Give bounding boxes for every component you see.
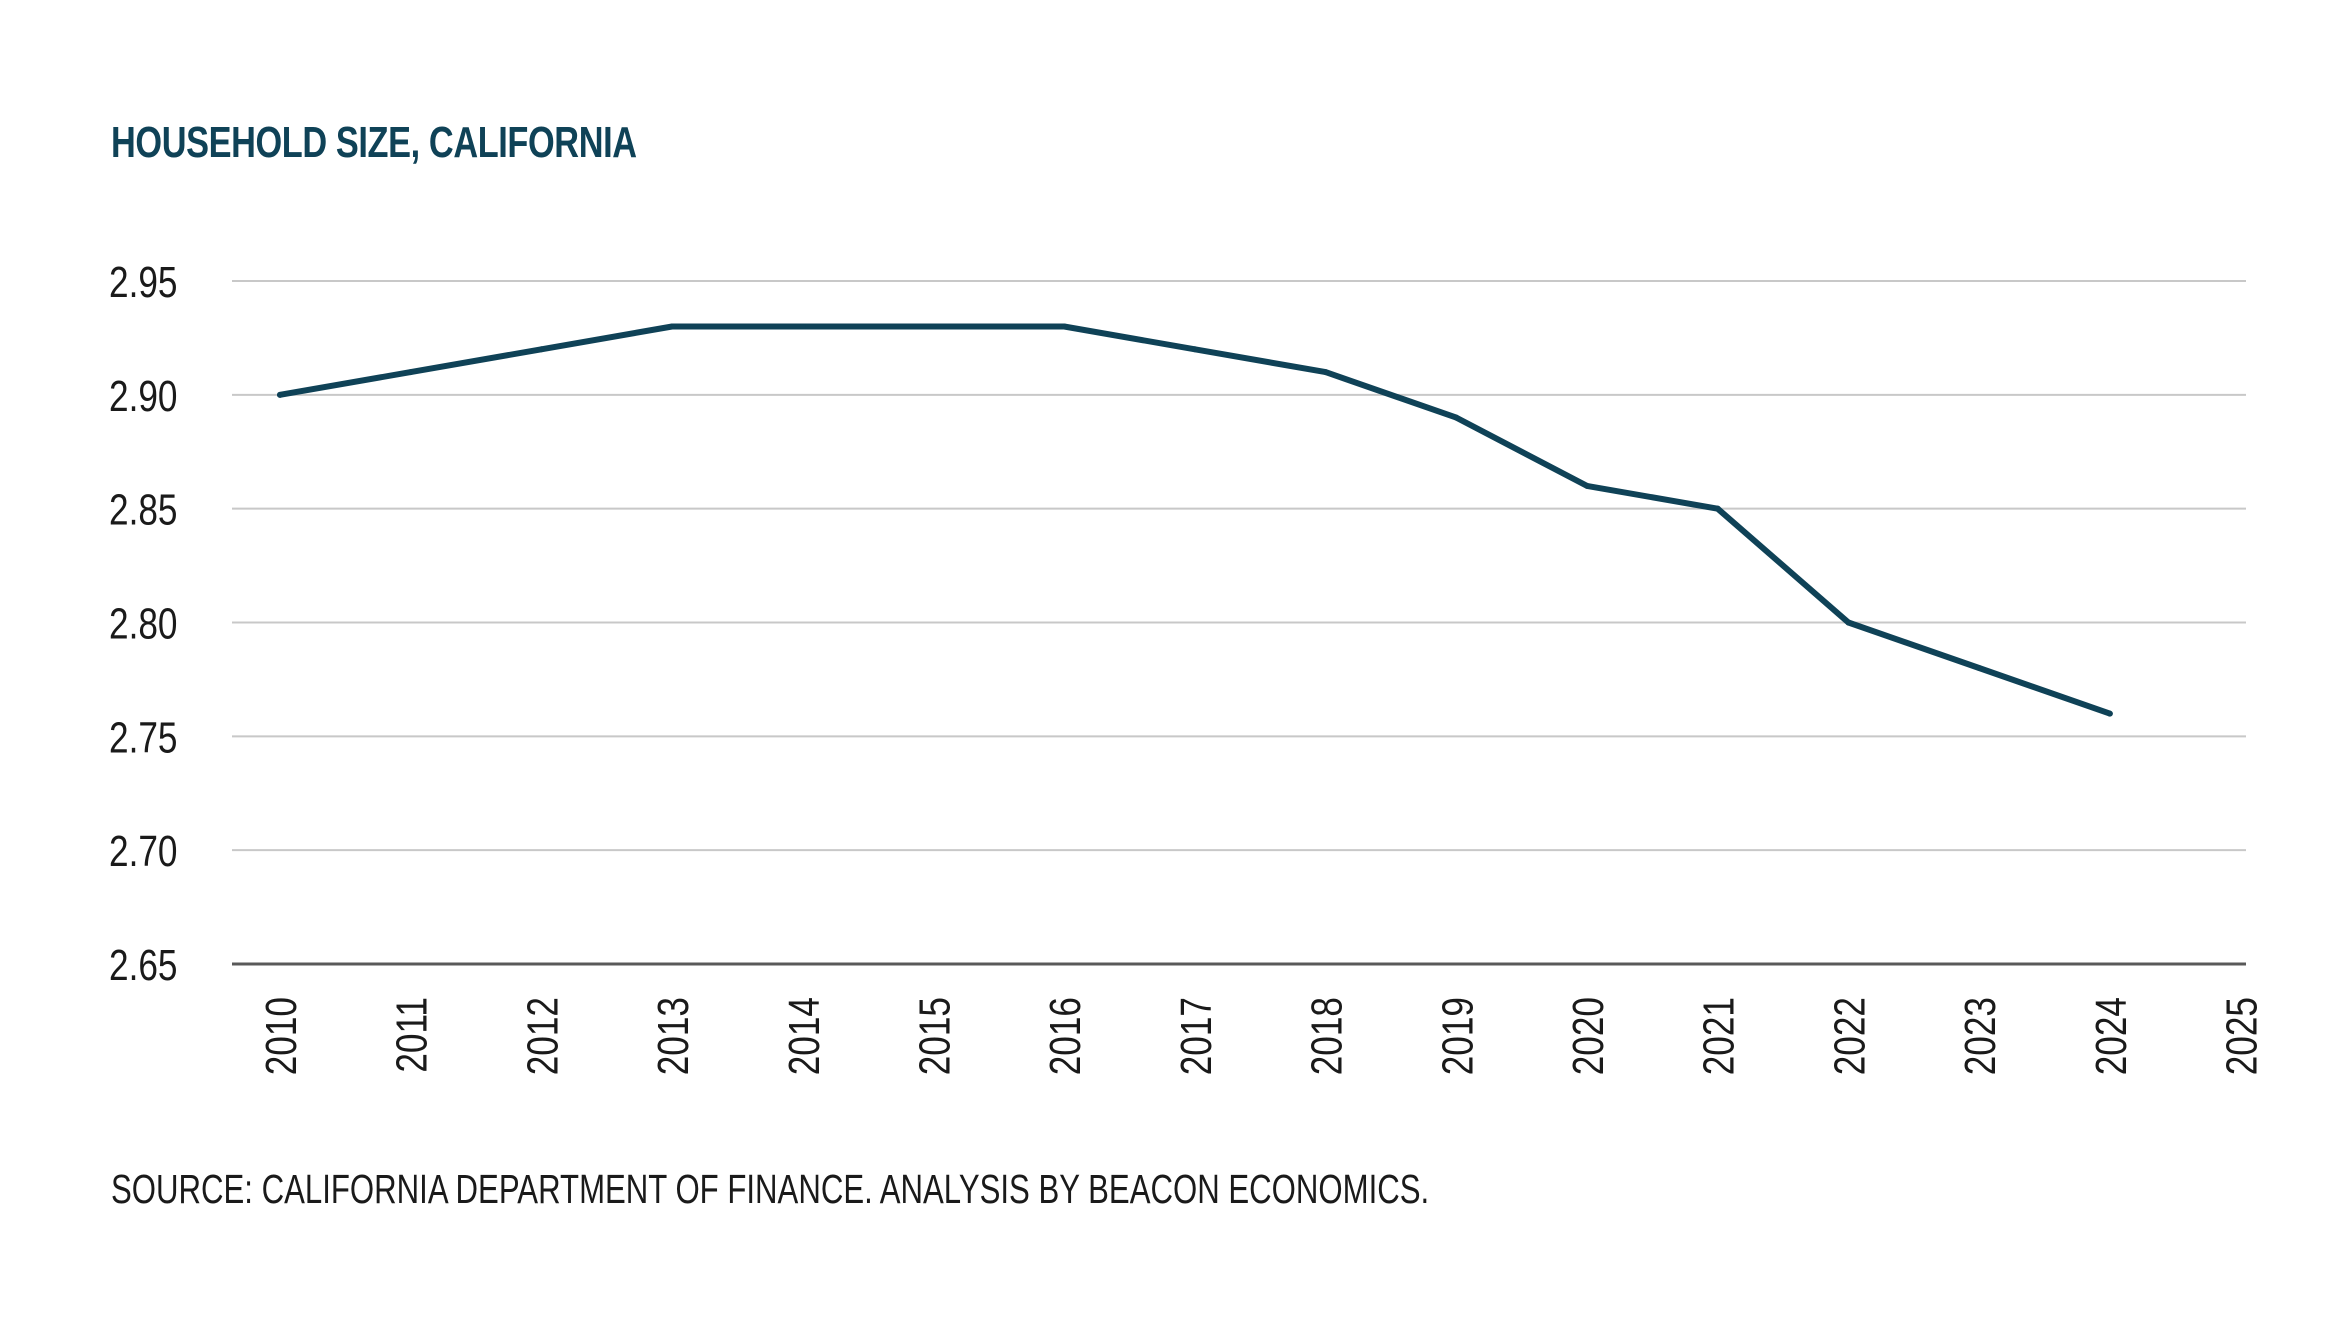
data-point <box>669 323 676 330</box>
x-tick-label: 2011 <box>388 997 437 1073</box>
x-tick-label: 2025 <box>2218 997 2267 1075</box>
data-point <box>2106 710 2113 717</box>
y-tick-label: 2.90 <box>109 372 177 421</box>
data-point <box>407 369 414 376</box>
series-line <box>277 323 2113 717</box>
x-tick-label: 2018 <box>1303 997 1352 1075</box>
chart-title: HOUSEHOLD SIZE, CALIFORNIA <box>111 118 637 167</box>
x-tick-label: 2024 <box>2087 997 2136 1075</box>
series-layer <box>277 323 2113 717</box>
y-tick-label: 2.70 <box>109 828 177 877</box>
y-tick-label: 2.75 <box>109 714 177 763</box>
data-point <box>1714 505 1721 512</box>
x-tick-label: 2023 <box>1956 997 2005 1075</box>
data-point <box>1584 482 1590 489</box>
data-point <box>799 323 806 330</box>
gridlines <box>232 280 2246 852</box>
x-tick-label: 2014 <box>780 997 829 1075</box>
x-tick-label: 2013 <box>649 997 698 1075</box>
x-tick-label: 2020 <box>1564 997 1613 1075</box>
x-tick-label: 2016 <box>1042 997 1091 1075</box>
x-tick-label: 2010 <box>257 997 306 1075</box>
y-tick-label: 2.80 <box>109 600 177 649</box>
y-tick-label: 2.85 <box>109 486 177 535</box>
x-tick-label: 2012 <box>519 997 568 1075</box>
y-tick-label: 2.65 <box>109 941 177 990</box>
data-point <box>277 391 283 398</box>
data-point <box>1976 665 1983 672</box>
x-tick-label: 2019 <box>1434 997 1483 1075</box>
data-point <box>930 323 937 330</box>
source-note: SOURCE: CALIFORNIA DEPARTMENT OF FINANCE… <box>111 1166 1430 1212</box>
x-tick-label: 2021 <box>1695 997 1744 1075</box>
data-point <box>1322 369 1329 376</box>
x-tick-label: 2015 <box>911 997 960 1075</box>
y-axis-tick-labels: 2.65 2.70 2.75 2.80 2.85 2.90 2.95 <box>109 258 177 990</box>
data-point <box>1453 414 1460 421</box>
data-point <box>1845 619 1852 626</box>
x-tick-label: 2022 <box>1826 997 1875 1075</box>
data-point <box>1061 323 1068 330</box>
x-tick-label: 2017 <box>1172 997 1221 1075</box>
data-point <box>1191 346 1198 353</box>
data-point <box>538 346 545 353</box>
y-tick-label: 2.95 <box>109 258 177 307</box>
x-axis-tick-labels: 2010 2011 2012 2013 2014 2015 2016 2017 2018 2019… <box>257 997 2266 1075</box>
